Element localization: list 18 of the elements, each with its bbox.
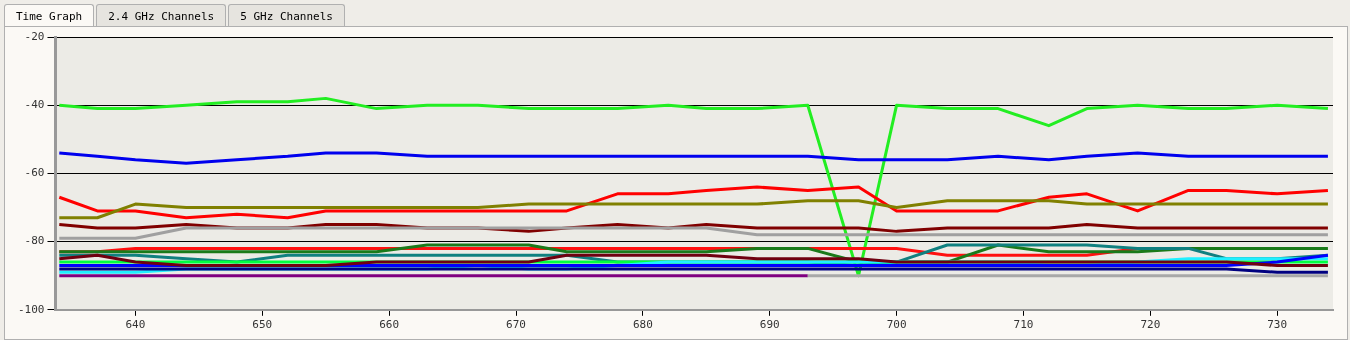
- x-tick-label: 710: [1013, 318, 1034, 332]
- text: 2.4 GHz Channels: [96, 4, 227, 27]
- x-tick-label: 730: [1267, 318, 1288, 332]
- text: Time Graph: [4, 4, 95, 27]
- x-tick-label: 700: [886, 318, 907, 332]
- x-tick-label: 640: [125, 318, 146, 332]
- x-tick-label: 690: [759, 318, 780, 332]
- x-tick-label: 680: [632, 318, 653, 332]
- y-tick-label: -60: [24, 166, 45, 180]
- x-tick-label: 670: [506, 318, 526, 332]
- y-tick-label: -40: [24, 98, 45, 112]
- text: 5 GHz Channels: [228, 4, 345, 27]
- y-tick-label: -80: [24, 234, 45, 248]
- x-tick-label: 660: [379, 318, 400, 332]
- y-tick-label: -20: [24, 29, 45, 43]
- x-tick-label: 650: [252, 318, 273, 332]
- y-tick-label: -100: [17, 302, 45, 316]
- x-tick-label: 720: [1140, 318, 1161, 332]
